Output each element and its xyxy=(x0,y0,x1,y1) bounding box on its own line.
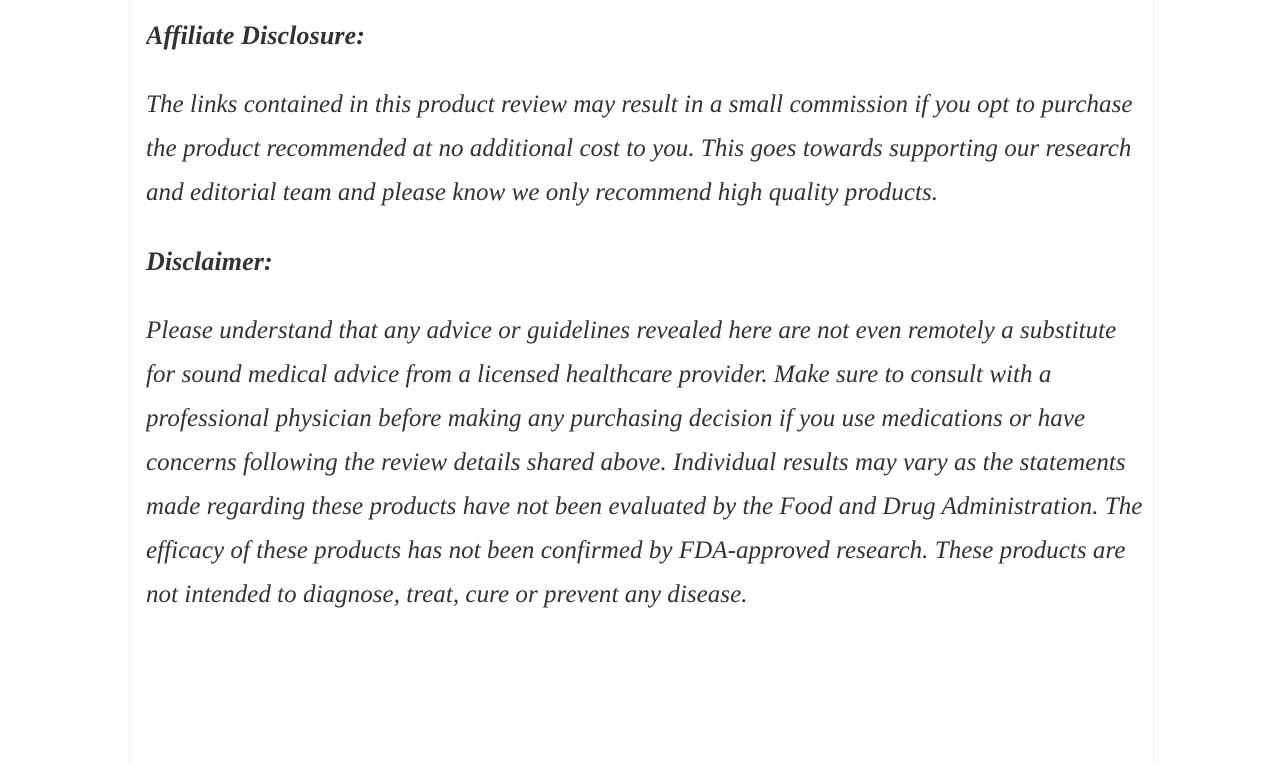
spacer xyxy=(146,58,1154,83)
spacer xyxy=(146,284,1154,309)
disclaimer-paragraph: Please understand that any advice or gui… xyxy=(146,317,1143,608)
section-affiliate-disclosure: Affiliate Disclosure: The links containe… xyxy=(146,14,1154,215)
affiliate-disclosure-heading: Affiliate Disclosure: xyxy=(146,21,365,50)
spacer xyxy=(146,215,1154,240)
article-inner: Affiliate Disclosure: The links containe… xyxy=(146,14,1154,617)
disclaimer-heading: Disclaimer: xyxy=(146,247,273,276)
content-column-left-rule xyxy=(129,0,130,763)
article-content: Affiliate Disclosure: The links containe… xyxy=(146,0,1154,763)
section-disclaimer: Disclaimer: Please understand that any a… xyxy=(146,240,1154,617)
content-column-right-rule xyxy=(1153,0,1154,763)
affiliate-disclosure-paragraph: The links contained in this product revi… xyxy=(146,91,1133,206)
